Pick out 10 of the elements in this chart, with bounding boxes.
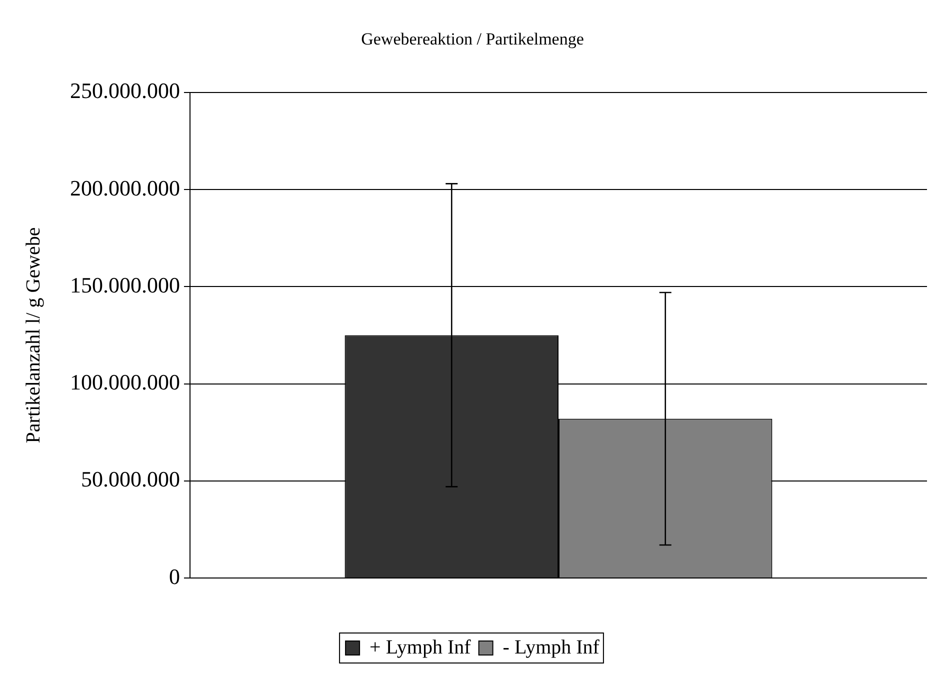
y-tick-label: 50.000.000 [81, 466, 180, 492]
y-tick-label: 250.000.000 [70, 78, 180, 104]
chart-title: Gewebereaktion / Partikelmenge [361, 30, 584, 49]
y-tick-label: 100.000.000 [70, 370, 180, 395]
y-axis-title: Partikelanzahl l/ g Gewebe [22, 227, 44, 444]
y-tick-label: 150.000.000 [70, 272, 180, 298]
y-tick-label: 200.000.000 [70, 175, 180, 200]
y-tick-label: 0 [169, 564, 180, 589]
legend-label: + Lymph Inf [370, 636, 472, 658]
legend-label: - Lymph Inf [502, 636, 600, 658]
